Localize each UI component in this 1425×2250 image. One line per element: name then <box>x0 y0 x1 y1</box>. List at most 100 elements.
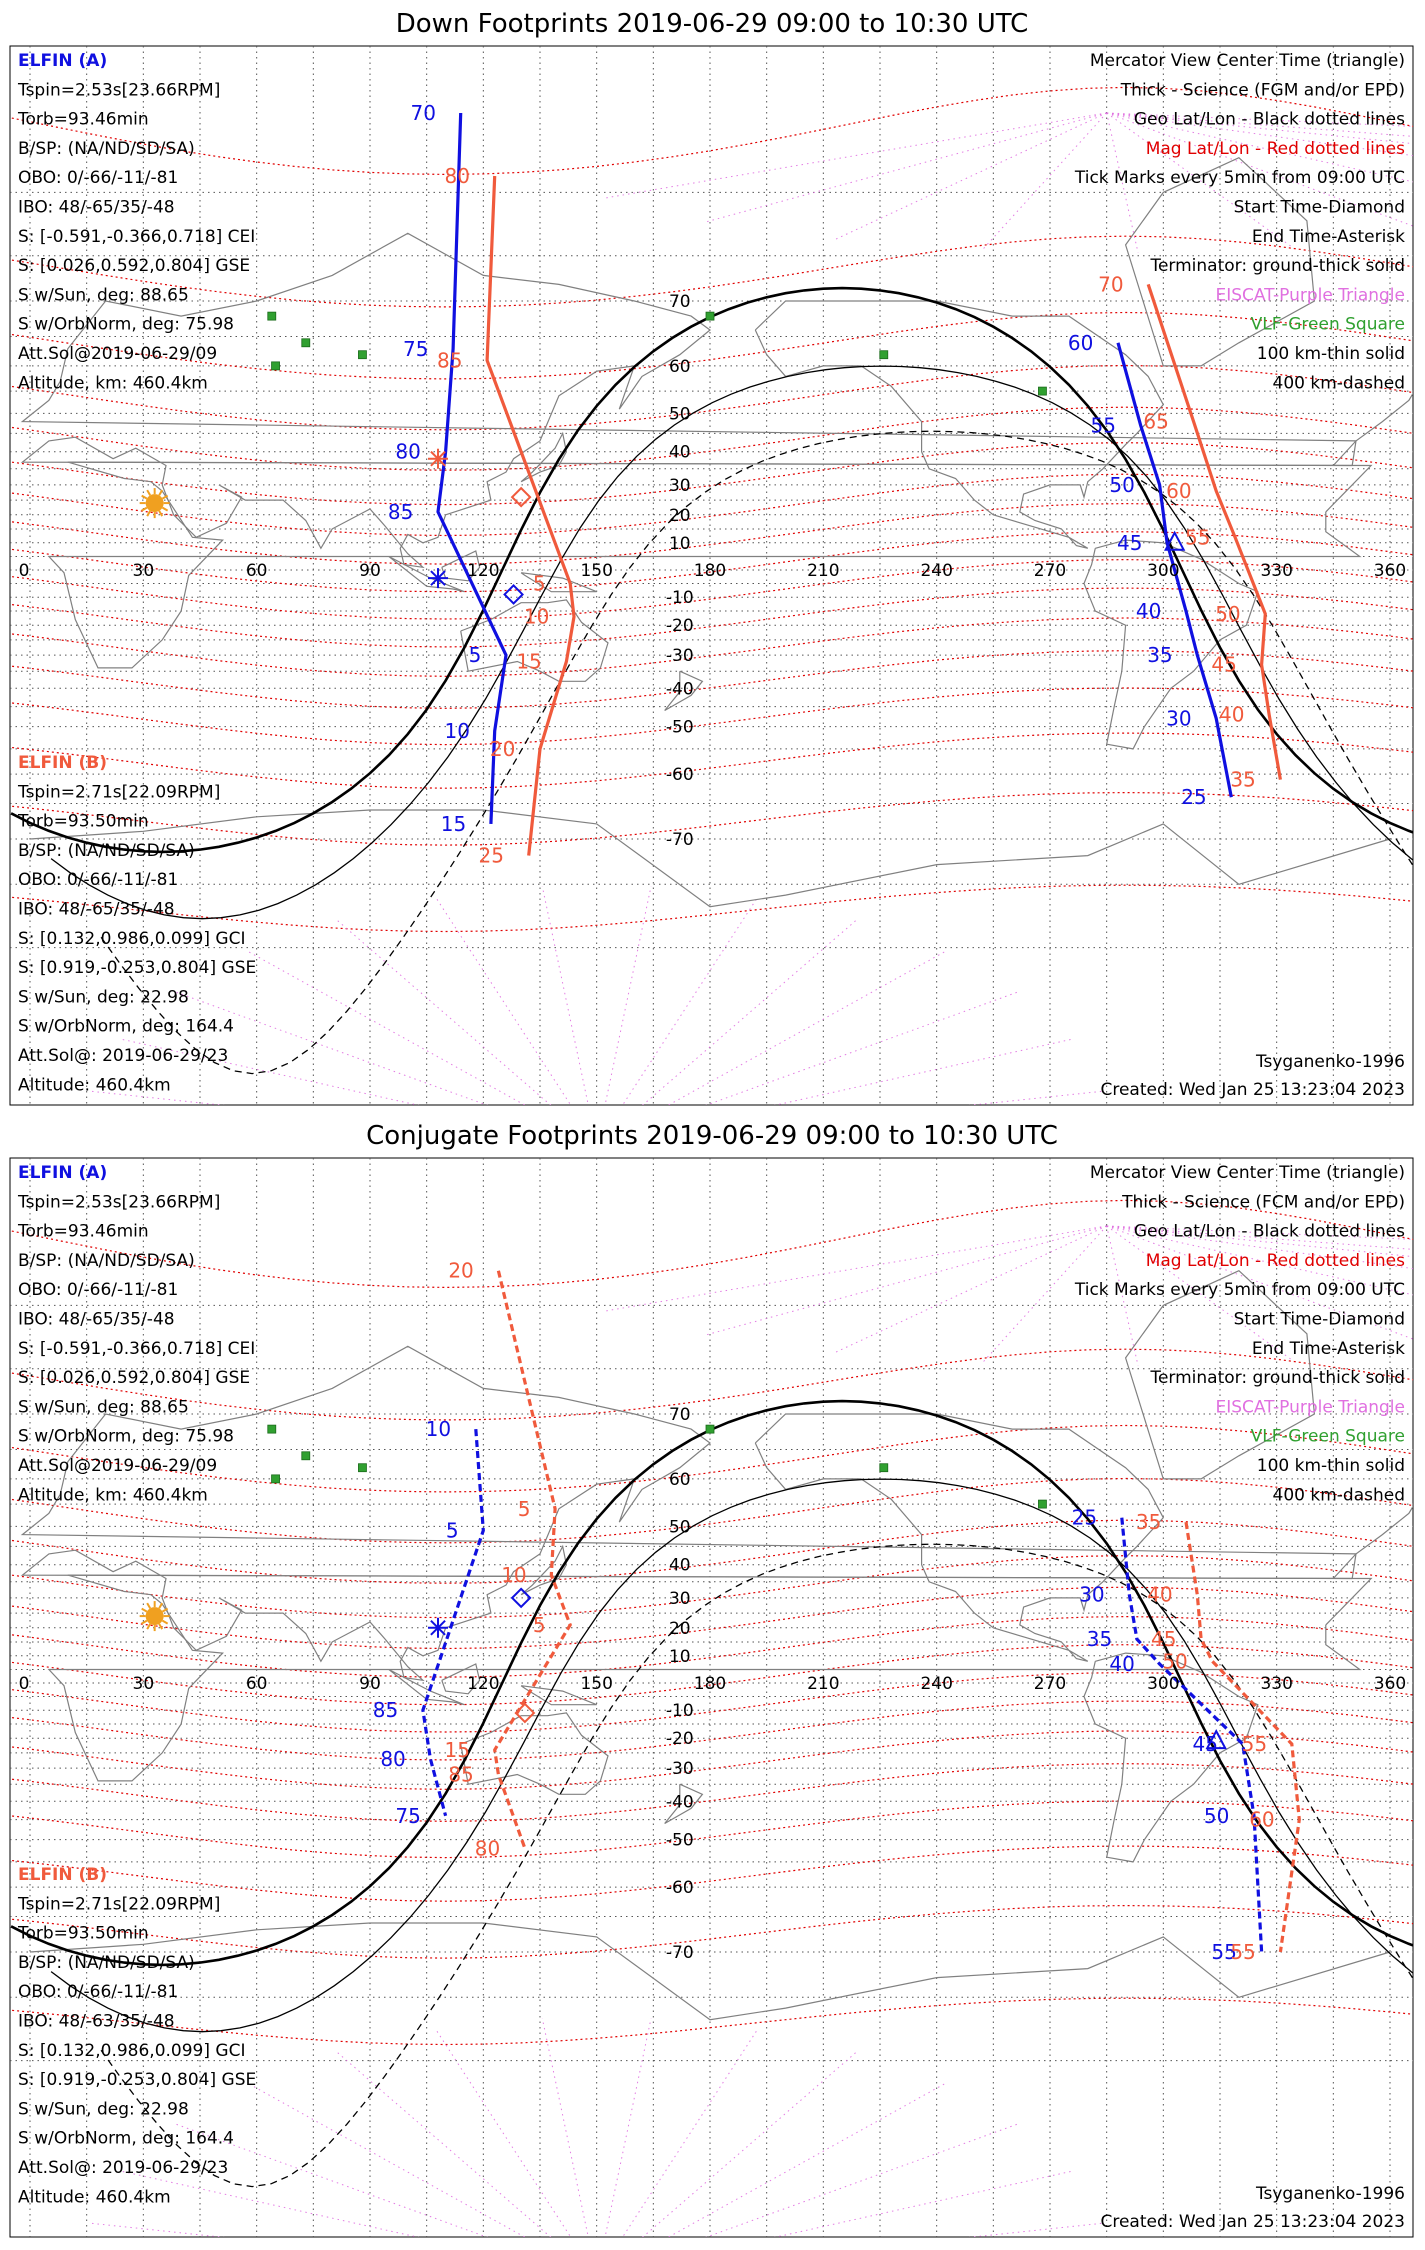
elfin-a-info-line: IBO: 48/-65/35/-48 <box>18 1310 175 1330</box>
mag-lat-line <box>10 650 1413 709</box>
lat-tick-label: 50 <box>669 404 691 424</box>
mag-lat-line <box>10 1800 1413 1859</box>
mag-meridian-line <box>705 112 1107 223</box>
legend-line: Mercator View Center Time (triangle) <box>1090 1163 1405 1183</box>
elfin-a-info-line: S: [-0.591,-0.366,0.718] CEI <box>18 1339 255 1359</box>
mag-meridian-line <box>774 2170 1072 2237</box>
axis-labels: 0 30 60 90 120 150 180 210 240 270 300 330 360 70 60 50… <box>19 292 1407 850</box>
elfin-a-info-line: IBO: 48/-65/35/-48 <box>18 198 175 218</box>
lon-tick-label: 0 <box>19 1674 30 1694</box>
elfin-b-info-line: Tspin=2.71s[22.09RPM] <box>17 782 220 802</box>
mag-lat-line <box>10 587 1413 648</box>
vlf-station-marker <box>705 1424 715 1434</box>
lon-tick-label: 240 <box>920 561 952 581</box>
elfin-b-info: ELFIN (B) Tspin=2.71s[22.09RPM] Torb=93.50… <box>17 753 256 1095</box>
coastline <box>29 1922 1391 2021</box>
lon-tick-label: 90 <box>359 1674 381 1694</box>
lat-tick-label: 40 <box>669 1556 691 1576</box>
lon-tick-label: 60 <box>246 1674 268 1694</box>
orbit-tick-label: 35 <box>1136 1510 1161 1534</box>
lon-tick-label: 150 <box>580 1674 612 1694</box>
vlf-station-marker <box>271 1474 280 1484</box>
elfin-b-info-line: S w/OrbNorm, deg: 164.4 <box>18 1017 234 1037</box>
vlf-station-marker <box>271 361 280 371</box>
elfin-b-info-line: S: [0.919,-0.253,0.804] GSE <box>18 2070 256 2090</box>
lon-tick-label: 90 <box>359 561 381 581</box>
mag-meridian-line <box>604 2018 652 2237</box>
axis-labels: 0 30 60 90 120 150 180 210 240 270 300 330 360 70 60 50… <box>19 1405 1407 1963</box>
coastline <box>1083 539 1259 750</box>
coastline <box>441 1663 481 1695</box>
mag-meridian-line <box>604 886 652 1105</box>
coastline <box>460 1712 609 1795</box>
mag-meridian-line <box>121 1038 420 1105</box>
legend: Mercator View Center Time (triangle) Thic… <box>1074 1163 1405 1505</box>
elfin-a-info: ELFIN (A) Tspin=2.53s[23.66RPM] Torb=93.46… <box>17 51 255 393</box>
legend-line: Tick Marks every 5min from 09:00 UTC <box>1074 1280 1405 1300</box>
orbit-tick-label: 5 <box>533 1613 546 1637</box>
orbit-tick-label: 40 <box>1147 1583 1172 1607</box>
mag-grid <box>10 1199 1413 2046</box>
mag-meridian-line <box>1106 1225 1413 1240</box>
elfin-b-info-line: OBO: 0/-66/-11/-81 <box>18 870 178 890</box>
coastline <box>1124 156 1316 367</box>
lat-tick-label: -40 <box>666 679 694 699</box>
elfin-b-info-line: Torb=93.50min <box>17 812 149 832</box>
elfin-a-header: ELFIN (A) <box>18 51 107 71</box>
lat-tick-label: -70 <box>666 1943 694 1963</box>
lon-tick-label: 120 <box>467 561 499 581</box>
lat-tick-label: 50 <box>669 1517 691 1537</box>
orbit-tick-label: 60 <box>1249 1808 1274 1832</box>
coastline <box>520 1544 568 1596</box>
orbit-tick-label: 5 <box>518 1497 531 1521</box>
orbit-tick-label: 25 <box>1181 785 1206 809</box>
legend-line: Tick Marks every 5min from 09:00 UTC <box>1074 168 1405 188</box>
elfin-b-info-line: Tspin=2.71s[22.09RPM] <box>17 1894 220 1914</box>
legend-line: End Time-Asterisk <box>1252 1339 1405 1359</box>
elfin-b-header: ELFIN (B) <box>18 753 107 773</box>
conjugate-footprints-panel: Conjugate Footprints 2019-06-29 09:00 to… <box>9 1121 1414 2238</box>
lon-tick-label: 270 <box>1034 561 1066 581</box>
orbit-tick-label: 40 <box>1136 599 1161 623</box>
coastline <box>1332 1505 1413 1579</box>
mag-meridian-line <box>248 951 526 1105</box>
legend-line: VLF-Green Square <box>1251 1427 1405 1447</box>
orbit-tick-label: 35 <box>1230 768 1255 792</box>
orbit-tick-label: 60 <box>1068 331 1093 355</box>
vlf-station-marker <box>705 311 715 321</box>
vlf-station-marker <box>1038 386 1047 396</box>
vlf-station-marker <box>879 350 889 360</box>
coastline <box>47 1574 1373 1782</box>
vlf-station-marker <box>358 350 367 360</box>
lon-tick-label: 360 <box>1374 1674 1406 1694</box>
coastline <box>388 1668 465 1706</box>
orbit-tick-label: 10 <box>524 605 549 629</box>
lon-tick-label: 300 <box>1147 1674 1179 1694</box>
orbit-track-line <box>1120 1517 1264 1953</box>
lat-tick-label: -60 <box>666 1878 694 1898</box>
orbit-tick-label: 50 <box>1109 473 1134 497</box>
elfin-a-start-diamond <box>503 584 524 605</box>
elfin-a-end-asterisk <box>428 568 448 589</box>
mag-meridian-line <box>981 1225 1108 1364</box>
mag-lat-line <box>10 1519 1413 1584</box>
elfin-a-start-diamond <box>510 1587 532 1609</box>
lat-tick-label: -20 <box>666 616 694 636</box>
orbit-tick-label: 40 <box>1109 1652 1134 1676</box>
mag-meridian-line <box>1106 1225 1139 1366</box>
mag-meridian-line <box>1106 112 1139 253</box>
panel-title: Conjugate Footprints 2019-06-29 09:00 to… <box>366 1121 1058 1151</box>
coastlines <box>20 1269 1413 2021</box>
center-time-triangle <box>1164 530 1186 551</box>
elfin-a-header: ELFIN (A) <box>18 1163 107 1183</box>
orbit-tick-label: 80 <box>395 440 420 464</box>
legend-line: Terminator: ground-thick solid <box>1149 1368 1405 1388</box>
orbit-tick-label: 75 <box>395 1804 420 1828</box>
orbit-tick-label: 35 <box>1147 643 1172 667</box>
legend-line: EISCAT-Purple Triangle <box>1215 285 1405 305</box>
coastline <box>664 670 704 712</box>
legend-line: 100 km-thin solid <box>1257 1456 1405 1476</box>
lon-tick-label: 240 <box>920 1674 952 1694</box>
legend-line: Mercator View Center Time (triangle) <box>1090 51 1405 71</box>
